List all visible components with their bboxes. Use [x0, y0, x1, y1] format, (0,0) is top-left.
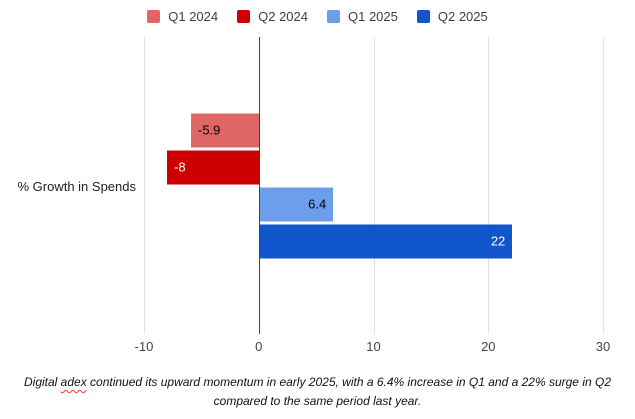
- legend-item-q1-2024: Q1 2024: [147, 9, 218, 24]
- category-axis-label: % Growth in Spends: [17, 179, 136, 194]
- x-tick-label: 10: [366, 339, 381, 354]
- gridline: [373, 37, 375, 334]
- caption-text-start: Digital: [23, 375, 61, 389]
- bar-value-label: -5.9: [198, 122, 221, 138]
- gridline: [603, 37, 604, 334]
- gridline: [144, 37, 145, 334]
- bar-value-label: 22: [490, 233, 506, 249]
- plot-area: -5.9 -8 6.4 22: [144, 37, 604, 334]
- chart-legend: Q1 2024 Q2 2024 Q1 2025 Q2 2025: [0, 7, 635, 25]
- x-tick-label: 0: [255, 339, 263, 354]
- bar-q2-2025: 22: [259, 224, 513, 258]
- x-tick-label: -10: [134, 339, 154, 354]
- bar-q1-2024: -5.9: [191, 113, 259, 147]
- legend-swatch-icon: [416, 9, 430, 23]
- legend-label: Q1 2025: [348, 8, 398, 24]
- legend-swatch-icon: [147, 9, 161, 23]
- bar-q1-2025: 6.4: [259, 187, 334, 221]
- x-tick-label: 20: [481, 339, 496, 354]
- x-tick-label: 30: [595, 339, 611, 354]
- gridline: [488, 37, 490, 334]
- legend-label: Q2 2025: [437, 8, 488, 24]
- legend-item-q2-2025: Q2 2025: [416, 8, 488, 24]
- legend-item-q1-2025: Q1 2025: [327, 9, 398, 24]
- legend-label: Q2 2024: [258, 8, 308, 24]
- zero-axis-line: [258, 37, 260, 334]
- legend-item-q2-2024: Q2 2024: [237, 9, 308, 24]
- bar-row-q2-2024: -8: [144, 150, 603, 184]
- bar-row-q1-2025: 6.4: [144, 187, 603, 221]
- bar-value-label: 6.4: [308, 196, 327, 212]
- bar-row-q2-2025: 22: [144, 224, 603, 258]
- chart-caption: Digital adex continued its upward moment…: [0, 373, 635, 410]
- bar-group: -5.9 -8 6.4 22: [144, 113, 603, 258]
- bar-q2-2024: -8: [167, 150, 259, 184]
- caption-misspelled-word: adex: [60, 375, 87, 389]
- legend-swatch-icon: [327, 9, 340, 23]
- legend-swatch-icon: [237, 9, 251, 23]
- bar-row-q1-2024: -5.9: [144, 113, 603, 147]
- bar-value-label: -8: [174, 159, 186, 175]
- caption-text-end: continued its upward momentum in early 2…: [86, 375, 611, 408]
- legend-label: Q1 2024: [168, 8, 219, 24]
